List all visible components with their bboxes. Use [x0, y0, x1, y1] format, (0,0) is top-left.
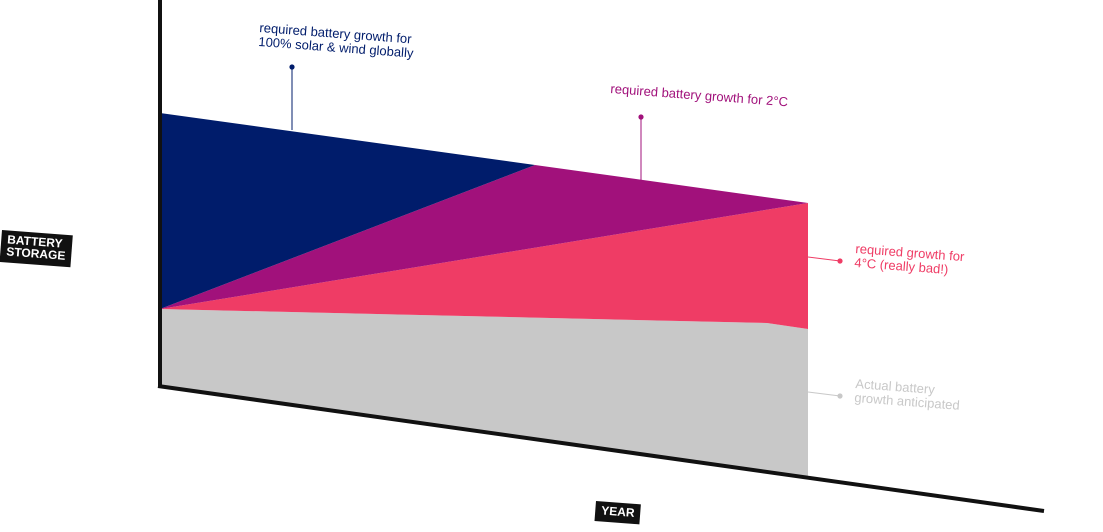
callout-leader-actual	[807, 391, 843, 399]
y-axis-label-line2: STORAGE	[5, 244, 66, 263]
area-required-growth-100-renewables	[160, 113, 535, 309]
area-actual-battery-growth	[160, 309, 808, 476]
area-required-growth-4c	[160, 203, 808, 329]
callout-leader-100-renewables	[289, 64, 295, 130]
callout-leader-4c	[807, 256, 843, 264]
x-axis-label: YEAR	[594, 501, 642, 525]
x-axis-line	[157, 384, 1045, 513]
y-axis-label: BATTERY STORAGE	[0, 230, 73, 268]
area-required-growth-2c	[160, 165, 808, 309]
callout-leader-2c	[638, 114, 644, 180]
